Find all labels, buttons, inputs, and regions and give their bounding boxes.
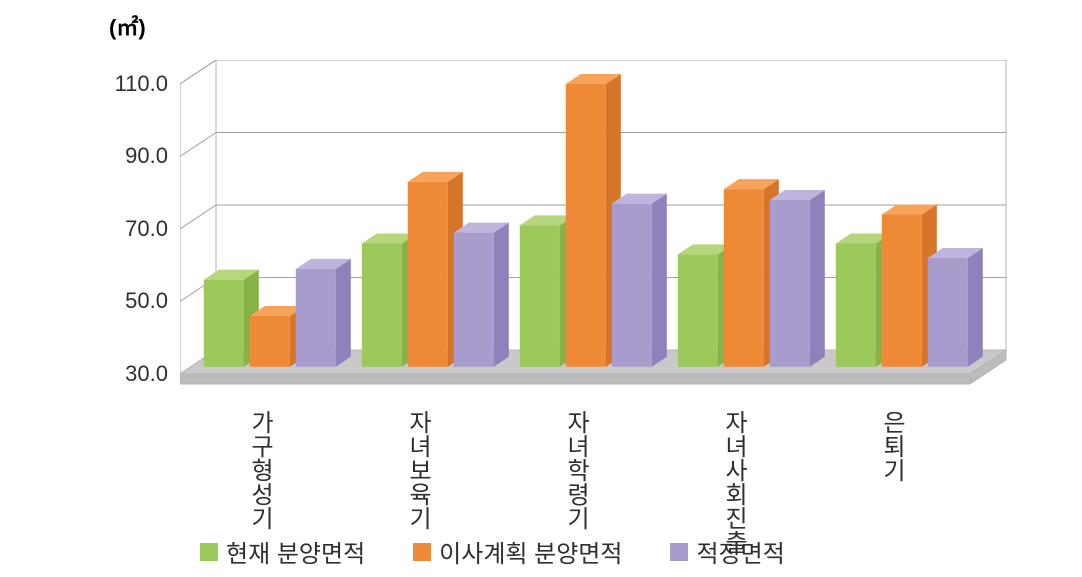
legend-swatch bbox=[413, 543, 431, 561]
legend-swatch bbox=[670, 543, 688, 561]
category-label: 자녀보육기 bbox=[405, 410, 429, 530]
category-label: 자녀학령기 bbox=[563, 410, 587, 530]
legend: 현재 분양면적이사계획 분양면적적정면적 bbox=[200, 534, 785, 569]
category-label: 은퇴기 bbox=[879, 410, 903, 482]
y-tick-label: 90.0 bbox=[0, 143, 168, 169]
y-tick-label: 30.0 bbox=[0, 361, 168, 387]
legend-item: 현재 분양면적 bbox=[200, 534, 365, 569]
legend-text: 이사계획 분양면적 bbox=[439, 534, 622, 569]
y-tick-label: 50.0 bbox=[0, 288, 168, 314]
legend-item: 이사계획 분양면적 bbox=[413, 534, 622, 569]
plot-area bbox=[180, 60, 1010, 394]
legend-swatch bbox=[200, 543, 218, 561]
category-label: 가구형성기 bbox=[247, 410, 271, 530]
legend-text: 현재 분양면적 bbox=[226, 534, 365, 569]
y-tick-label: 70.0 bbox=[0, 216, 168, 242]
category-label: 자녀사회진출 bbox=[721, 410, 745, 554]
chart-container: (㎡) 현재 분양면적이사계획 분양면적적정면적 30.050.070.090.… bbox=[0, 0, 1082, 577]
y-tick-label: 110.0 bbox=[0, 71, 168, 97]
unit-label: (㎡) bbox=[109, 10, 146, 42]
chart-svg bbox=[180, 60, 1010, 394]
